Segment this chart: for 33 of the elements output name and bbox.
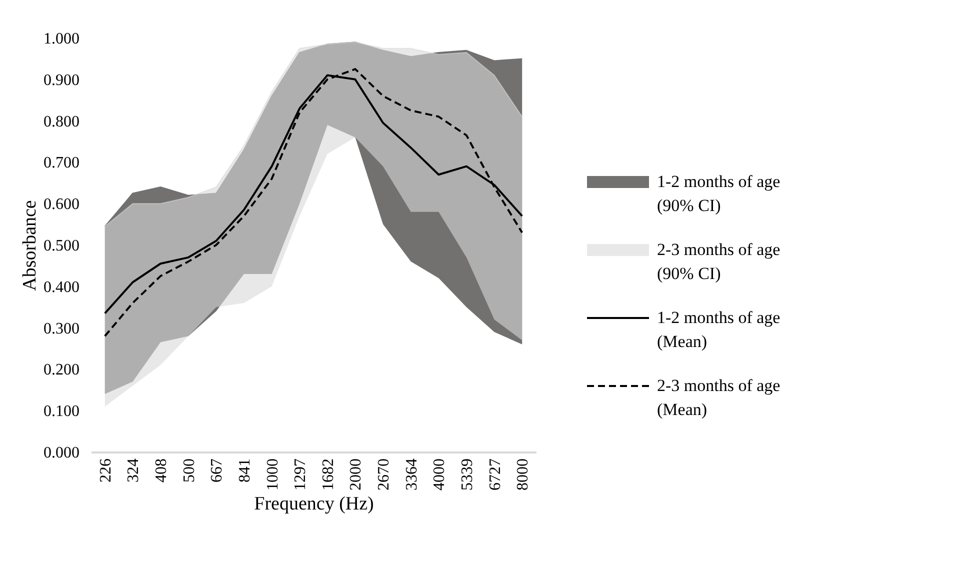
x-tick-label: 8000 xyxy=(514,458,532,490)
x-tick-label: 3364 xyxy=(403,458,420,490)
y-tick-label: 0.800 xyxy=(44,113,80,130)
y-tick-label: 0.300 xyxy=(44,320,80,338)
x-tick-label: 5339 xyxy=(458,458,476,490)
y-axis-title: Absorbance xyxy=(20,200,40,291)
y-tick-label: 0.000 xyxy=(44,444,80,462)
x-tick-label: 4000 xyxy=(431,458,448,490)
x-tick-label: 1000 xyxy=(264,458,282,490)
y-tick-label: 0.200 xyxy=(44,362,80,379)
x-tick-label: 1297 xyxy=(292,458,310,490)
x-tick-label: 2670 xyxy=(376,458,393,490)
legend-label: 2-3 months of age (Mean) xyxy=(657,376,780,419)
x-tick-label: 2000 xyxy=(348,458,365,490)
y-tick-label: 1.000 xyxy=(44,30,80,48)
legend-label: 1-2 months of age (90% CI) xyxy=(657,172,780,215)
x-axis-title: Frequency (Hz) xyxy=(254,494,374,514)
y-tick-label: 0.500 xyxy=(44,238,80,254)
x-tick-label: 324 xyxy=(125,458,142,482)
x-tick-label: 500 xyxy=(180,458,198,482)
legend-label: 1-2 months of age (Mean) xyxy=(657,308,780,351)
x-tick-label: 841 xyxy=(236,458,254,482)
legend-label: 2-3 months of age (90% CI) xyxy=(657,240,780,283)
x-tick-label: 667 xyxy=(208,458,226,482)
x-tick-label: 1682 xyxy=(320,458,337,490)
x-tick-label: 6727 xyxy=(486,458,504,490)
y-tick-label: 0.700 xyxy=(44,154,80,172)
x-tick-label: 226 xyxy=(97,458,114,482)
y-tick-label: 0.100 xyxy=(44,403,80,420)
y-tick-label: 0.400 xyxy=(44,278,80,296)
y-tick-label: 0.900 xyxy=(44,72,80,89)
x-tick-label: 408 xyxy=(153,458,170,482)
y-tick-label: 0.600 xyxy=(44,196,80,214)
